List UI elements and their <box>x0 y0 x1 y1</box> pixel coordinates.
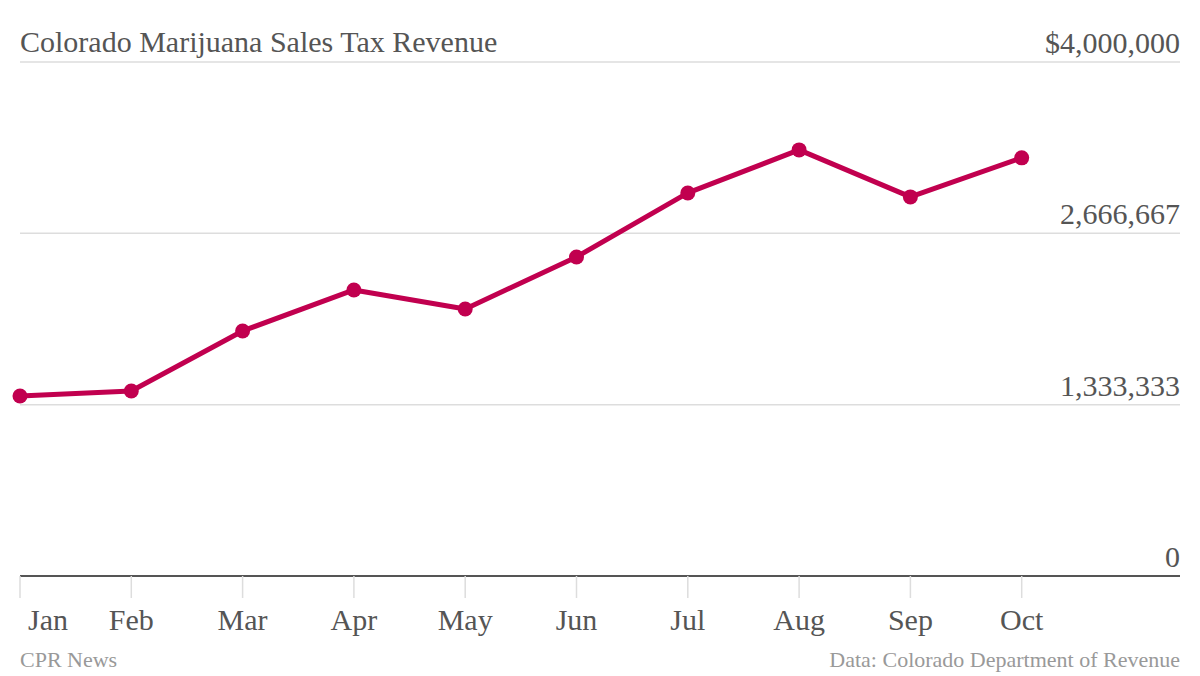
grid-line <box>20 61 1180 63</box>
data-point <box>13 388 28 403</box>
data-point <box>569 249 584 264</box>
series-line <box>20 150 1022 396</box>
data-point <box>235 323 250 338</box>
x-tick <box>19 576 21 598</box>
x-tick <box>464 576 466 598</box>
x-tick-label: May <box>438 603 493 636</box>
source: Data: Colorado Department of Revenue <box>829 647 1180 672</box>
y-tick-label: $4,000,000 <box>1045 26 1180 59</box>
x-tick <box>1021 576 1023 598</box>
x-tick <box>576 576 578 598</box>
credit: CPR News <box>20 647 117 672</box>
data-point <box>903 189 918 204</box>
x-axis: Jan Feb Mar Apr May Jun Jul Aug Sep Oct <box>20 576 1044 636</box>
data-point <box>124 383 139 398</box>
x-tick-label: Mar <box>218 603 268 636</box>
y-tick-label: 1,333,333 <box>1060 369 1180 402</box>
chart-svg: Colorado Marijuana Sales Tax Revenue 0 1,3… <box>0 0 1200 676</box>
plot-area <box>13 142 1030 403</box>
data-point <box>680 185 695 200</box>
grid-line <box>20 404 1180 406</box>
x-tick-label: Jul <box>670 603 705 636</box>
grid <box>20 62 1180 576</box>
x-tick-label: Jan <box>28 603 68 636</box>
y-tick-label: 0 <box>1165 540 1180 573</box>
y-tick-label: 2,666,667 <box>1060 197 1180 230</box>
data-point <box>1014 150 1029 165</box>
x-tick-label: Aug <box>773 603 825 636</box>
x-axis-line <box>20 575 1180 577</box>
title: Colorado Marijuana Sales Tax Revenue <box>20 25 497 58</box>
x-tick <box>798 576 800 598</box>
grid-line <box>20 233 1180 235</box>
x-tick-label: Oct <box>1000 603 1044 636</box>
data-point <box>458 301 473 316</box>
data-point <box>346 282 361 297</box>
x-tick-label: Apr <box>331 603 378 636</box>
x-tick-label: Feb <box>109 603 154 636</box>
chart-container: Colorado Marijuana Sales Tax Revenue 0 1,3… <box>0 0 1200 676</box>
x-tick <box>242 576 244 598</box>
x-tick <box>910 576 912 598</box>
x-tick-label: Sep <box>888 603 933 636</box>
data-point <box>792 142 807 157</box>
x-tick <box>131 576 133 598</box>
x-tick-label: Jun <box>556 603 598 636</box>
x-tick <box>353 576 355 598</box>
x-tick <box>687 576 689 598</box>
